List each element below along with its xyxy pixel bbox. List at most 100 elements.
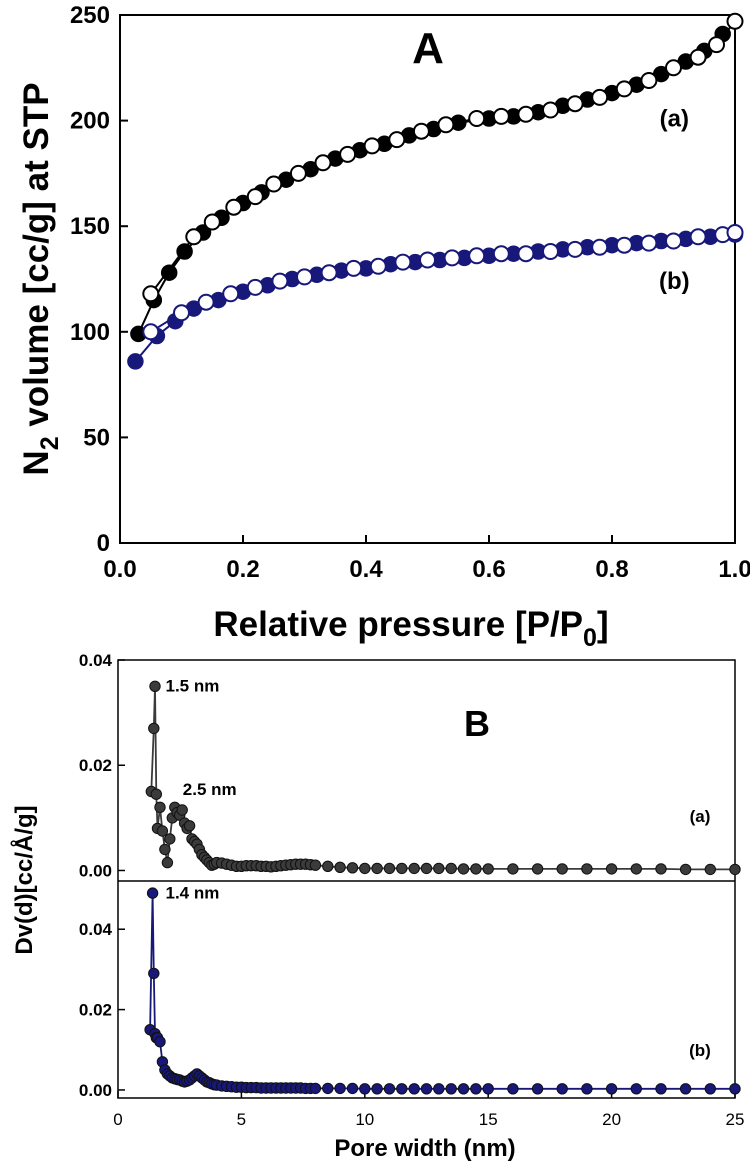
panel-a-y-axis-title-subscript: 2 — [36, 436, 64, 450]
panel-b-peak-annotation-a: 2.5 nm — [183, 780, 237, 799]
panel-b-point-b — [605, 1083, 618, 1095]
panel-b-point-b — [581, 1083, 593, 1095]
panel-a-desorption-point-a — [142, 285, 160, 303]
panel-b-plot-frame — [117, 659, 736, 1099]
panel-b-y-tick-label-b: 0.00 — [79, 1081, 112, 1100]
panel-b-point-b — [359, 1083, 371, 1095]
panel-b-point-a — [396, 862, 408, 875]
panel-b-point-b — [433, 1083, 445, 1095]
panel-b-label: B — [464, 703, 490, 744]
panel-a-x-tick-label: 0.6 — [472, 556, 505, 583]
panel-b-point-b — [470, 1083, 482, 1095]
panel-b-peak-annotation-a: 1.5 nm — [166, 676, 220, 695]
panel-b-point-b — [334, 1082, 346, 1095]
panel-b-point-a — [445, 862, 457, 875]
panel-a-y-axis-title-rest: volume [cc/g] at STP — [17, 82, 56, 436]
panel-a-y-tick-label: 0 — [97, 530, 110, 557]
panel-b-point-b — [729, 1083, 741, 1095]
panel-b-point-b — [531, 1083, 544, 1095]
panel-a-desorption-point-a — [665, 59, 682, 77]
panel-a-x-tick-label: 0.4 — [349, 556, 383, 583]
panel-a-y-axis-title-prefix: N — [17, 450, 56, 475]
panel-b-point-a — [322, 860, 334, 872]
panel-b-point-a — [630, 863, 642, 875]
panel-b-x-tick-label: 10 — [355, 1110, 374, 1129]
panel-a-plot-frame — [119, 14, 736, 544]
panel-a-desorption-point-a — [225, 198, 243, 216]
panel-b-point-a — [159, 843, 171, 856]
panel-a-desorption-point-b — [419, 251, 436, 269]
panel-b-point-a — [655, 863, 667, 875]
panel-b-point-a — [433, 862, 445, 875]
panel-a-desorption-point-b — [640, 234, 658, 252]
panel-a-x-tick-label: 0.8 — [595, 556, 628, 583]
panel-b-y-tick-label-a: 0.04 — [79, 651, 113, 670]
panel-a-desorption-point-a — [615, 80, 633, 98]
panel-b-y-tick-label-b: 0.04 — [79, 920, 113, 939]
panel-b-point-b — [655, 1083, 667, 1095]
panel-a-desorption-point-a — [437, 116, 455, 134]
panel-b-point-b — [420, 1083, 433, 1095]
panel-a-y-tick-label: 50 — [83, 424, 110, 451]
panel-b-y-tick-label-b: 0.02 — [79, 1001, 112, 1020]
panel-b-subplot-label-a: (a) — [690, 807, 711, 826]
panel-a-y-tick-label: 200 — [70, 108, 110, 135]
panel-b-point-a — [161, 856, 174, 869]
panel-b-point-a — [149, 680, 161, 692]
panel-b-y-axis-title: Dv(d)[cc/Å/g] — [10, 805, 38, 954]
panel-a-desorption-point-a — [468, 110, 486, 127]
panel-a-y-tick-label: 100 — [70, 319, 110, 346]
panel-a-desorption-point-a — [726, 12, 744, 30]
panel-a-desorption-point-a — [339, 145, 357, 163]
panel-a-desorption-point-b — [271, 272, 289, 290]
panel-b-point-a — [704, 863, 716, 876]
panel-a-desorption-point-b — [689, 228, 707, 246]
panel-b-point-a — [148, 722, 160, 735]
panel-a-y-axis-title: N2 volume [cc/g] at STP — [17, 82, 64, 475]
panel-a-y-tick-label: 150 — [70, 213, 110, 240]
panel-a-desorption-point-a — [314, 154, 332, 172]
panel-b-point-b — [396, 1083, 408, 1095]
panel-b-distribution-line-b — [149, 893, 735, 1090]
panel-b-point-a — [408, 862, 420, 875]
panel-b-data-points — [144, 680, 741, 1095]
panel-b-point-a — [156, 825, 169, 837]
panel-b-point-a — [457, 863, 470, 875]
panel-a-x-axis-title-close: ] — [597, 605, 609, 644]
panel-b-y-tick-label-a: 0.00 — [79, 861, 112, 880]
panel-a-desorption-point-b — [369, 257, 387, 275]
panel-a-desorption-point-a — [640, 72, 658, 89]
panel-b-axis-ticks: 0 5 10 15 20 25 0.00 0.02 0.04 0.00 0.02 0.04 — [79, 651, 745, 1129]
panel-a-desorption-point-b — [615, 236, 633, 254]
panel-b-point-a — [334, 861, 346, 873]
panel-a-desorption-point-a — [185, 228, 203, 246]
panel-a-x-tick-label: 0.2 — [226, 556, 259, 583]
panel-a-desorption-point-a — [591, 88, 609, 106]
panel-a-desorption-point-b — [197, 293, 215, 311]
panel-b-point-b — [679, 1083, 692, 1095]
panel-a-desorption-point-a — [566, 95, 584, 113]
panel-b-point-b — [630, 1083, 642, 1095]
panel-b-series-lines — [149, 686, 735, 1090]
panel-b-point-b — [556, 1083, 568, 1095]
panel-a-label: A — [412, 24, 444, 73]
panel-b-point-b — [704, 1083, 716, 1095]
panel-b-point-a — [556, 863, 568, 875]
panel-a-desorption-point-a — [246, 188, 264, 206]
panel-a-adsorption-point-a — [176, 243, 193, 260]
panel-b-point-a — [507, 863, 519, 875]
panel-b-point-b — [507, 1083, 519, 1095]
panel-b-point-a — [383, 862, 396, 875]
panel-a-x-tick-label: 1.0 — [718, 556, 750, 583]
panel-a-desorption-point-b — [443, 249, 461, 267]
panel-b-x-tick-label: 15 — [479, 1110, 498, 1129]
panel-b-x-tick-label: 5 — [237, 1110, 246, 1129]
panel-b-point-b — [482, 1083, 494, 1095]
panel-b-point-a — [605, 863, 618, 875]
panel-a-y-tick-label: 250 — [70, 2, 110, 29]
panel-a-desorption-point-a — [708, 36, 725, 54]
panel-b-peak-annotation-b: 1.4 nm — [166, 883, 220, 902]
panel-b-point-a — [154, 801, 166, 813]
panel-a-desorption-point-a — [517, 105, 535, 123]
panel-a-desorption-point-b — [566, 240, 584, 258]
